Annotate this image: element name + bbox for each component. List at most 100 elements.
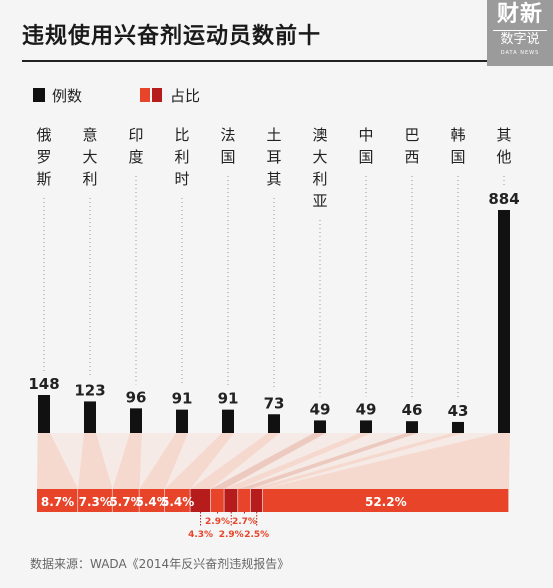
category-label: 俄罗斯 [36,126,51,188]
legend-share-label: 占比 [170,87,201,105]
share-segment [250,489,263,512]
share-segment [262,489,509,512]
chart-title: 违规使用兴奋剂运动员数前十 [22,24,322,49]
category-char: 西 [404,148,419,166]
category-char: 时 [174,170,189,188]
count-label: 73 [264,394,285,412]
category-char: 耳 [266,148,281,166]
count-bar [130,408,142,433]
count-bar [222,409,234,433]
logo-line-1: 财新 [496,2,543,27]
share-segment [238,489,251,512]
share-label: 2.9% [219,530,244,540]
share-label: 4.3% [188,530,213,540]
logo-line-3: DATA NEWS [500,50,540,56]
category-char: 印 [128,126,143,144]
category-label: 巴西 [404,126,419,166]
category-char: 比 [174,126,189,144]
flow-band [190,433,280,489]
category-label: 中国 [358,126,373,166]
category-char: 度 [128,148,143,166]
flow-band [164,433,234,489]
count-label: 91 [218,390,239,408]
category-char: 巴 [404,126,419,144]
share-label: 5.4% [136,495,169,509]
logo-line-2: 数字说 [493,30,547,49]
share-label: 2.7% [232,517,257,527]
category-char: 他 [496,148,511,166]
share-label: 52.2% [365,495,407,509]
category-char: 大 [82,148,97,166]
category-char: 斯 [36,170,51,188]
legend-count-label: 例数 [52,87,83,105]
count-bar [176,409,188,433]
category-label: 土耳其 [266,126,281,188]
category-char: 国 [220,148,235,166]
legend-share-swatch-red [140,88,150,102]
share-segment [139,489,165,512]
category-char: 国 [450,148,465,166]
count-label: 43 [448,402,469,420]
count-bar [498,210,510,433]
share-label: 2.9% [205,517,230,527]
flow-band [238,433,418,489]
flow-band [262,433,510,489]
legend-share-swatch-dark [152,88,162,102]
count-bar [360,420,372,433]
count-label: 49 [356,400,377,418]
category-label: 澳大利亚 [312,126,327,210]
share-segment [78,489,112,512]
data-source: 数据来源：WADA《2014年反兴奋剂违规报告》 [30,557,290,571]
count-bar [452,421,464,433]
flow-band [210,433,326,489]
share-label: 5.7% [109,495,142,509]
category-char: 利 [312,170,327,188]
category-char: 其 [496,126,511,144]
category-label: 意大利 [82,126,97,188]
flow-band [224,433,372,489]
title-rule [22,60,490,62]
category-label: 印度 [128,126,143,166]
count-label: 46 [402,401,423,419]
count-bar [314,420,326,433]
category-char: 中 [358,126,373,144]
share-label: 2.5% [244,530,269,540]
count-label: 49 [310,400,331,418]
count-bar [84,401,96,433]
count-bar [406,421,418,433]
category-char: 俄 [36,126,51,144]
category-label: 其他 [496,126,511,166]
count-label: 123 [74,381,105,399]
share-segment [210,489,224,512]
legend-count-swatch [33,88,45,102]
count-bar [268,414,280,433]
count-label: 884 [488,190,519,208]
flow-band [37,433,79,489]
share-label: 5.4% [161,495,194,509]
count-label: 96 [126,388,147,406]
share-segment [224,489,238,512]
flow-background [37,433,509,489]
caixin-logo: 财新 数字说 DATA NEWS [487,0,553,66]
category-label: 韩国 [450,126,465,166]
category-char: 土 [266,126,281,144]
category-char: 法 [220,126,235,144]
category-char: 利 [82,170,97,188]
category-char: 意 [82,126,97,144]
count-label: 91 [172,390,193,408]
category-char: 罗 [36,148,51,166]
share-segment [112,489,139,512]
count-bar [38,395,50,433]
category-char: 利 [174,148,189,166]
flow-band [139,433,188,489]
share-segment [37,489,78,512]
flow-band [112,433,142,489]
category-char: 国 [358,148,373,166]
category-char: 其 [266,170,281,188]
category-char: 澳 [312,126,327,144]
share-label: 7.3% [79,495,112,509]
category-char: 大 [312,148,327,166]
flow-band [250,433,464,489]
category-label: 比利时 [174,126,189,188]
